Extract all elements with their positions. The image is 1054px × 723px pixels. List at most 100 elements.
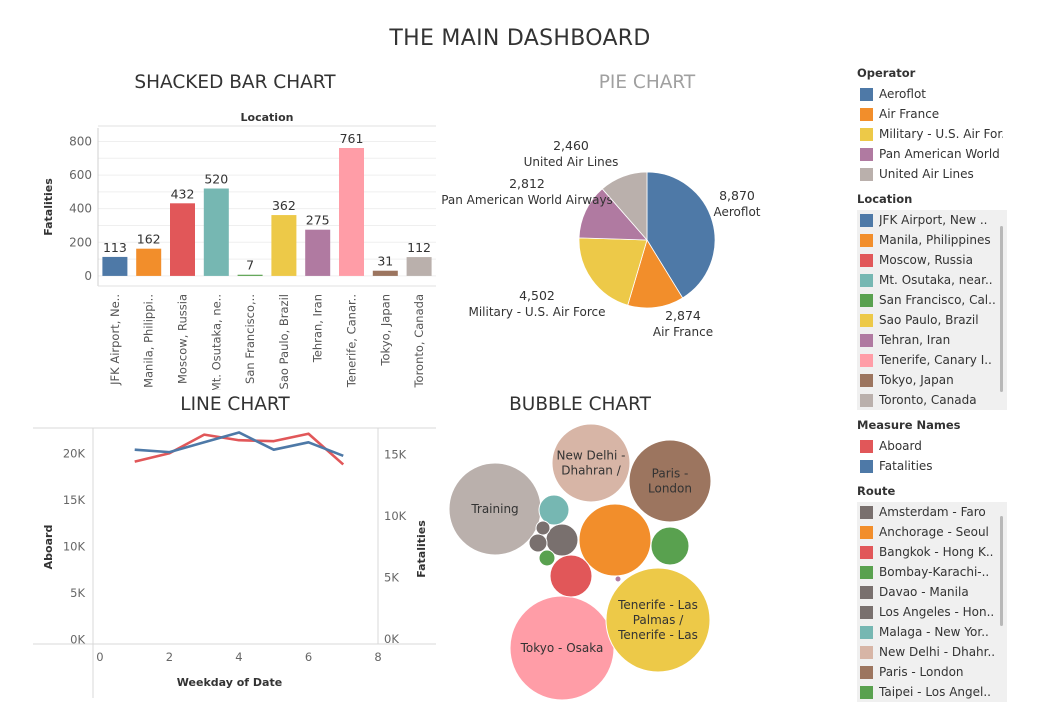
legend-measure-item[interactable]: Fatalities: [857, 456, 1017, 476]
line-x-tick-label: 8: [374, 650, 381, 664]
legend-location-item[interactable]: San Francisco, Cal..: [857, 290, 1007, 310]
legend-item-label: Mt. Osutaka, near..: [879, 273, 993, 287]
legend-location-item[interactable]: Sao Paulo, Brazil: [857, 310, 1007, 330]
legend-item-label: New Delhi - Dhahr..: [879, 645, 996, 659]
bar-y-tick-label: 600: [69, 168, 92, 182]
legend-location-item[interactable]: Tokyo, Japan: [857, 370, 1007, 390]
bar-value-label: 7: [246, 258, 254, 273]
legend-operator-item[interactable]: Pan American World ..: [857, 144, 1017, 164]
legend-location-item[interactable]: Manila, Philippines: [857, 230, 1007, 250]
line-chart[interactable]: 0K 5K 10K 15K 20K 0K 5K 10K 15K 0 2 4 6 8 Weekday of D…: [0, 418, 450, 708]
line-x-tick-label: 2: [166, 650, 173, 664]
bar: [102, 256, 128, 276]
legend-operator: Operator Aeroflot Air France Military - U.…: [857, 66, 1017, 184]
legend-item-label: Bangkok - Hong K..: [879, 545, 994, 559]
legend-item-label: Bombay-Karachi-..: [879, 565, 990, 579]
bar-chart-title: SHACKED BAR CHART: [134, 72, 336, 93]
legend-route-item[interactable]: Malaga - New Yor..: [857, 622, 1007, 642]
legend-route-item[interactable]: Los Angeles - Hon..: [857, 602, 1007, 622]
legend-location-item[interactable]: Mt. Osutaka, near..: [857, 270, 1007, 290]
bar-category-label: Toronto, Canada: [412, 294, 426, 389]
bubble: [650, 526, 690, 566]
legend-item-label: Air France: [879, 107, 940, 121]
bar-y-tick-label: 200: [69, 235, 92, 249]
legend-route-item[interactable]: Bombay-Karachi-..: [857, 562, 1007, 582]
pie-chart[interactable]: 8,870 Aeroflot 2,874 Air France 4,502 Militar…: [440, 100, 780, 370]
legend-item-label: Toronto, Canada: [879, 393, 977, 407]
legend-route-item[interactable]: Anchorage - Seoul: [857, 522, 1007, 542]
legend-measure-item[interactable]: Aboard: [857, 436, 1017, 456]
bar-value-label: 112: [407, 240, 431, 255]
legend-route-item[interactable]: Bangkok - Hong K..: [857, 542, 1007, 562]
legend-item-label: Manila, Philippines: [879, 233, 991, 247]
bubble: [614, 575, 622, 583]
bar-chart[interactable]: Location 0 200 400 600 800 Fatalities 113 JFK Ai…: [0, 100, 450, 390]
legend-operator-item[interactable]: United Air Lines: [857, 164, 1017, 184]
legend-location-item[interactable]: Toronto, Canada: [857, 390, 1007, 410]
legend-item-label: Tenerife, Canary I..: [879, 353, 992, 367]
bar-column-header: Location: [241, 111, 294, 124]
bar-category-label: Manila, Philippi..: [142, 294, 156, 388]
legend-item-label: Pan American World ..: [879, 147, 1003, 161]
legend-location-item[interactable]: Tenerife, Canary I..: [857, 350, 1007, 370]
bar-value-label: 162: [137, 232, 161, 247]
bubble-label: Tokyo - Osaka: [520, 641, 604, 655]
legend-swatch: [860, 87, 873, 101]
legend-item-label: San Francisco, Cal..: [879, 293, 996, 307]
line-right-tick-label: 5K: [384, 571, 399, 585]
legend-swatch: [860, 439, 873, 453]
legend-route-item[interactable]: Davao - Manila: [857, 582, 1007, 602]
legend-swatch: [860, 313, 873, 327]
bar-value-label: 761: [340, 131, 364, 146]
pie-value-label: 2,874: [665, 308, 701, 323]
legend-swatch: [860, 353, 873, 367]
bar-category-label: San Francisco,..: [243, 294, 257, 384]
bar: [305, 229, 331, 276]
bubble-label: Palmas /: [633, 613, 684, 627]
legend-item-label: Los Angeles - Hon..: [879, 605, 995, 619]
legend-swatch: [860, 665, 873, 679]
legend-swatch: [860, 293, 873, 307]
legend-location-item[interactable]: Moscow, Russia: [857, 250, 1007, 270]
legend-route-item[interactable]: Paris - London: [857, 662, 1007, 682]
legend-operator-item[interactable]: Aeroflot: [857, 84, 1017, 104]
bar: [271, 215, 297, 276]
legend-item-label: Aboard: [879, 439, 922, 453]
line-right-tick-label: 15K: [384, 448, 407, 462]
legend-swatch: [860, 393, 873, 407]
legend-item-label: Amsterdam - Faro: [879, 505, 986, 519]
bar-category-label: Mt. Osutaka, ne..: [209, 294, 223, 390]
legend-swatch: [860, 127, 873, 141]
bar: [406, 257, 432, 276]
legend-swatch: [860, 545, 873, 559]
legend-swatch: [860, 505, 873, 519]
legend-operator-item[interactable]: Air France: [857, 104, 1017, 124]
bubble-chart-title: BUBBLE CHART: [509, 394, 651, 415]
legend-route-title: Route: [857, 484, 896, 498]
legend-route-item[interactable]: New Delhi - Dhahr..: [857, 642, 1007, 662]
bubble: [538, 494, 570, 526]
pie-value-label: 8,870: [719, 188, 755, 203]
bar-value-label: 520: [204, 172, 228, 187]
legend-location-item[interactable]: Tehran, Iran: [857, 330, 1007, 350]
pie-slice-label: Aeroflot: [714, 205, 761, 219]
route-scrollbar[interactable]: [1000, 516, 1003, 626]
bar-category-label: Tenerife, Canar..: [345, 294, 359, 388]
pie-slice: [627, 239, 684, 309]
legend-operator-item[interactable]: Military - U.S. Air For..: [857, 124, 1017, 144]
legend-location-title: Location: [857, 192, 913, 206]
line-series-fatalities: [134, 431, 344, 458]
line-left-axis-label: Aboard: [42, 525, 55, 570]
legend-route-item[interactable]: Amsterdam - Faro: [857, 502, 1007, 522]
legend-route-item[interactable]: Taipei - Los Angel..: [857, 682, 1007, 702]
bar: [339, 148, 364, 276]
pie-slice: [601, 171, 648, 242]
pie-slice: [578, 237, 648, 306]
line-left-tick-label: 0K: [70, 632, 85, 646]
legend-item-label: Malaga - New Yor..: [879, 625, 989, 639]
legend-swatch: [860, 585, 873, 599]
legend-location-item[interactable]: JFK Airport, New ..: [857, 210, 1007, 230]
location-scrollbar[interactable]: [1000, 226, 1003, 392]
bubble: [528, 533, 548, 553]
